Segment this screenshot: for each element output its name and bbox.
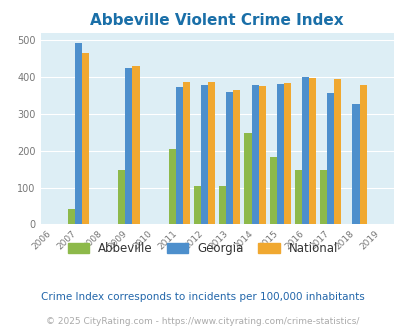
Bar (125, 68, 132, 224)
Bar (208, 82, 215, 224)
Text: Crime Index corresponds to incidents per 100,000 inhabitants: Crime Index corresponds to incidents per… (41, 292, 364, 302)
Bar (182, 82, 190, 224)
Bar (294, 170, 301, 224)
Bar (301, 77, 308, 224)
Bar (75, 43, 82, 224)
Bar (194, 186, 200, 224)
Bar (118, 170, 125, 224)
Bar (82, 52, 89, 224)
Bar (168, 149, 175, 224)
Bar (226, 92, 233, 224)
Bar (244, 133, 251, 224)
Bar (358, 85, 366, 224)
Bar (132, 66, 139, 224)
Bar (175, 87, 182, 224)
Title: Abbeville Violent Crime Index: Abbeville Violent Crime Index (90, 13, 343, 28)
Legend: Abbeville, Georgia, National: Abbeville, Georgia, National (63, 237, 342, 260)
Bar (352, 104, 358, 224)
Bar (258, 85, 265, 224)
Bar (326, 93, 333, 224)
Bar (269, 157, 276, 224)
Bar (276, 84, 283, 224)
Bar (68, 209, 75, 224)
Bar (333, 80, 341, 224)
Text: © 2025 CityRating.com - https://www.cityrating.com/crime-statistics/: © 2025 CityRating.com - https://www.city… (46, 317, 359, 326)
Bar (219, 186, 226, 224)
Bar (320, 170, 326, 224)
Bar (308, 78, 315, 224)
Bar (233, 90, 240, 224)
Bar (251, 85, 258, 224)
Bar (283, 83, 290, 224)
Bar (200, 84, 208, 224)
